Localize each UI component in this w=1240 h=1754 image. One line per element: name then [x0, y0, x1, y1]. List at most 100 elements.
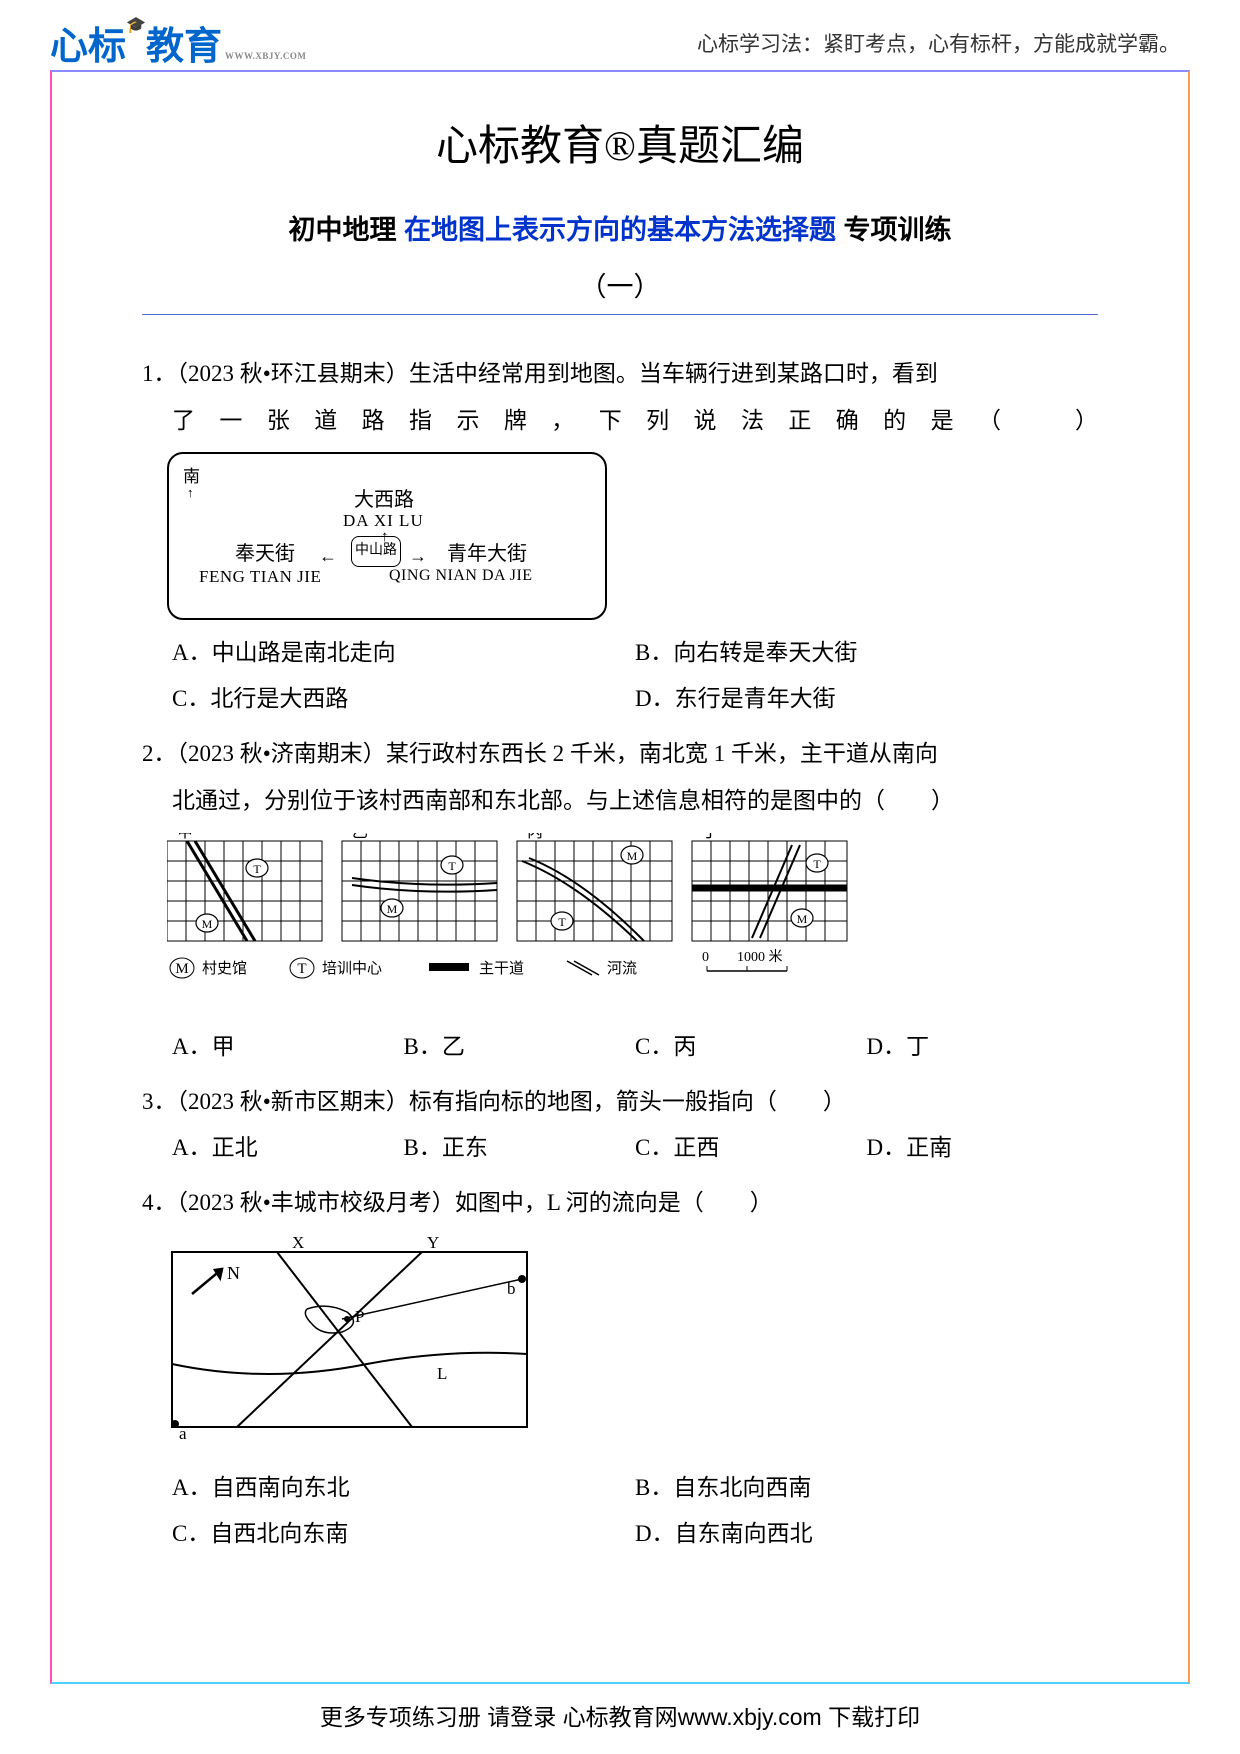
q2-options: A．甲 B．乙 C．丙 D．丁: [142, 1024, 1098, 1070]
q4-stem: 4．（2023 秋•丰城市校级月考）如图中，L 河的流向是（ ）: [142, 1179, 1098, 1226]
question-1: 1．（2023 秋•环江县期末）生活中经常用到地图。当车辆行进到某路口时，看到 …: [142, 350, 1098, 722]
subtitle-number: （一）: [142, 265, 1098, 304]
q2-source: （2023 秋•济南期末）: [177, 741, 386, 766]
q3-opt-d[interactable]: D．正南: [867, 1125, 1099, 1171]
svg-text:M: M: [797, 912, 808, 926]
q2-opt-b[interactable]: B．乙: [404, 1024, 636, 1070]
footer-pre: 更多专项练习册 请登录 心标教育网: [320, 1704, 678, 1730]
question-3: 3．（2023 秋•新市区期末）标有指向标的地图，箭头一般指向（ ） A．正北 …: [142, 1078, 1098, 1171]
q2-opt-c[interactable]: C．丙: [635, 1024, 867, 1070]
subtitle-suffix: 专项训练: [836, 215, 952, 245]
subtitle-topic: 在地图上表示方向的基本方法选择题: [404, 215, 836, 245]
svg-text:丁: 丁: [702, 833, 718, 841]
q4-y-label: Y: [427, 1234, 439, 1252]
footer-post: 下载打印: [822, 1704, 920, 1730]
q4-opt-c[interactable]: C．自西北向东南: [172, 1511, 635, 1557]
q4-l-label: L: [437, 1364, 447, 1383]
q2-diagram: T M 甲 T M 乙: [167, 833, 1098, 1014]
q4-options: A．自西南向东北 B．自东北向西南 C．自西北向东南 D．自东南向西北: [142, 1465, 1098, 1557]
svg-text:河流: 河流: [607, 960, 637, 977]
map-yi: T M 乙: [342, 833, 497, 941]
rs-qingnian-py: QING NIAN DA JIE: [389, 560, 533, 593]
footer-url: www.xbjy.com: [678, 1704, 822, 1730]
q3-number: 3．: [142, 1089, 177, 1114]
q3-options: A．正北 B．正东 C．正西 D．正南: [142, 1125, 1098, 1171]
q4-opt-a[interactable]: A．自西南向东北: [172, 1465, 635, 1511]
q1-opt-a[interactable]: A．中山路是南北走向: [172, 630, 635, 676]
q2-legend: M 村史馆 T 培训中心 主干道 河流 0 1000 米: [170, 949, 787, 978]
q3-text: 标有指向标的地图，箭头一般指向（ ）: [409, 1089, 846, 1114]
q4-opt-d[interactable]: D．自东南向西北: [635, 1511, 1098, 1557]
subtitle: 初中地理 在地图上表示方向的基本方法选择题 专项训练: [142, 208, 1098, 247]
rs-south-arrow-icon: ↑: [187, 480, 194, 507]
svg-text:M: M: [202, 917, 213, 931]
svg-text:村史馆: 村史馆: [202, 960, 247, 977]
q4-source: （2023 秋•丰城市校级月考）: [177, 1190, 455, 1215]
svg-text:T: T: [813, 857, 821, 871]
q2-number: 2．: [142, 741, 177, 766]
q4-number: 4．: [142, 1190, 177, 1215]
header-slogan: 心标学习法：紧盯考点，心有标杆，方能成就学霸。: [697, 28, 1180, 58]
svg-text:M: M: [627, 849, 638, 863]
q2-opt-a[interactable]: A．甲: [172, 1024, 404, 1070]
svg-text:培训中心: 培训中心: [322, 960, 382, 977]
q3-source: （2023 秋•新市区期末）: [177, 1089, 409, 1114]
title-divider: [142, 314, 1098, 315]
q1-opt-b[interactable]: B．向右转是奉天大街: [635, 630, 1098, 676]
q1-opt-d[interactable]: D．东行是青年大街: [635, 676, 1098, 722]
q3-opt-b[interactable]: B．正东: [404, 1125, 636, 1171]
q4-river-map: N X Y b P L: [167, 1234, 537, 1439]
q1-stem-line1: 1．（2023 秋•环江县期末）生活中经常用到地图。当车辆行进到某路口时，看到: [142, 350, 1098, 397]
page-frame: 心标教育®真题汇编 初中地理 在地图上表示方向的基本方法选择题 专项训练 （一）…: [50, 70, 1190, 1684]
q1-text1: 生活中经常用到地图。当车辆行进到某路口时，看到: [409, 361, 938, 386]
svg-text:乙: 乙: [352, 833, 368, 841]
svg-text:丙: 丙: [527, 833, 543, 841]
map-bing: M T 丙: [517, 833, 672, 941]
svg-text:T: T: [297, 961, 306, 977]
logo: 心标🎓教育 WWW.XBJY.COM: [50, 15, 306, 70]
q4-text: 如图中，L 河的流向是（ ）: [455, 1190, 773, 1215]
q4-diagram: N X Y b P L: [167, 1234, 1098, 1455]
q4-a-label: a: [179, 1424, 187, 1439]
subtitle-prefix: 初中地理: [288, 215, 404, 245]
map-jia: T M 甲: [167, 833, 322, 941]
main-title: 心标教育®真题汇编: [142, 112, 1098, 173]
content-area: 心标教育®真题汇编 初中地理 在地图上表示方向的基本方法选择题 专项训练 （一）…: [52, 72, 1188, 1595]
q1-opt-c[interactable]: C．北行是大西路: [172, 676, 635, 722]
svg-text:主干道: 主干道: [479, 960, 524, 977]
q1-diagram: 南 ↑ 大西路 DA XI LU ↑ 奉天街 ← 中山路 → 青年大街 FENG…: [167, 452, 1098, 620]
page-header: 心标🎓教育 WWW.XBJY.COM 心标学习法：紧盯考点，心有标杆，方能成就学…: [0, 0, 1240, 80]
logo-text: 心标🎓教育: [50, 15, 222, 70]
q1-stem-line2: 了 一 张 道 路 指 示 牌 ， 下 列 说 法 正 确 的 是 （ ）: [142, 397, 1098, 444]
map-ding: T M 丁: [692, 833, 847, 941]
q3-stem: 3．（2023 秋•新市区期末）标有指向标的地图，箭头一般指向（ ）: [142, 1078, 1098, 1125]
q4-x-label: X: [292, 1234, 304, 1252]
rs-left-arrow-icon: ←: [319, 538, 337, 575]
q3-opt-c[interactable]: C．正西: [635, 1125, 867, 1171]
q4-p-label: P: [355, 1307, 364, 1326]
svg-text:T: T: [558, 915, 566, 929]
q2-stem-line2: 北通过，分别位于该村西南部和东北部。与上述信息相符的是图中的（ ）: [142, 777, 1098, 824]
q4-opt-b[interactable]: B．自东北向西南: [635, 1465, 1098, 1511]
q2-stem-line1: 2．（2023 秋•济南期末）某行政村东西长 2 千米，南北宽 1 千米，主干道…: [142, 730, 1098, 777]
svg-text:T: T: [448, 859, 456, 873]
svg-text:M: M: [387, 902, 398, 916]
page-footer: 更多专项练习册 请登录 心标教育网www.xbjy.com 下载打印: [0, 1698, 1240, 1732]
question-4: 4．（2023 秋•丰城市校级月考）如图中，L 河的流向是（ ） N X Y: [142, 1179, 1098, 1557]
q4-n-label: N: [227, 1263, 240, 1283]
svg-text:甲: 甲: [177, 833, 193, 841]
q1-options: A．中山路是南北走向 B．向右转是奉天大街 C．北行是大西路 D．东行是青年大街: [142, 630, 1098, 722]
q2-opt-d[interactable]: D．丁: [867, 1024, 1099, 1070]
q2-village-maps: T M 甲 T M 乙: [167, 833, 887, 998]
question-2: 2．（2023 秋•济南期末）某行政村东西长 2 千米，南北宽 1 千米，主干道…: [142, 730, 1098, 1069]
q2-text1: 某行政村东西长 2 千米，南北宽 1 千米，主干道从南向: [386, 741, 938, 766]
q3-opt-a[interactable]: A．正北: [172, 1125, 404, 1171]
road-sign: 南 ↑ 大西路 DA XI LU ↑ 奉天街 ← 中山路 → 青年大街 FENG…: [167, 452, 607, 620]
q1-source: （2023 秋•环江县期末）: [177, 361, 409, 386]
rs-fengtian-py: FENG TIAN JIE: [199, 560, 321, 595]
svg-text:T: T: [253, 862, 261, 876]
svg-text:0 1000 米: 0 1000 米: [702, 949, 783, 965]
logo-url: WWW.XBJY.COM: [225, 51, 306, 61]
svg-text:M: M: [175, 961, 188, 977]
q1-number: 1．: [142, 361, 177, 386]
